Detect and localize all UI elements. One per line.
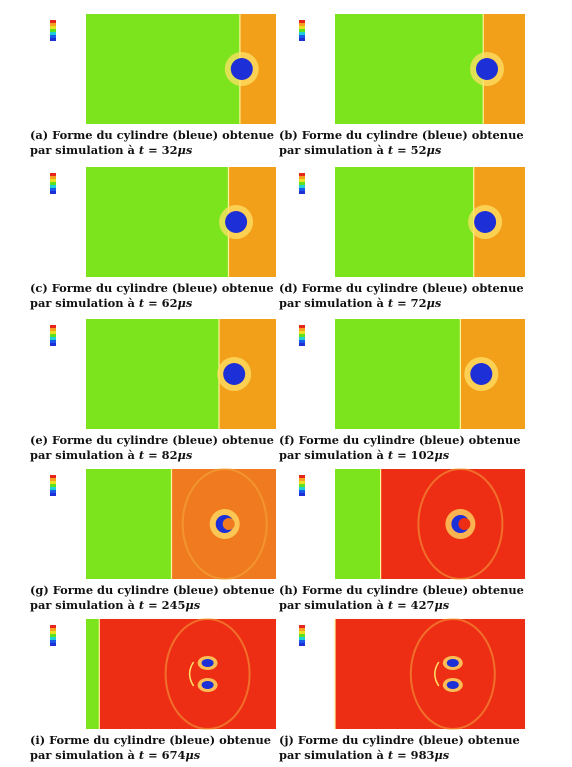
caption-var: t bbox=[138, 143, 145, 157]
caption-label: (a) bbox=[30, 128, 49, 142]
caption-unit: μs bbox=[434, 448, 450, 462]
caption-g: (g) Forme du cylindre (bleue) obtenue pa… bbox=[30, 583, 275, 612]
bubble-cylinder-upper bbox=[201, 659, 214, 667]
caption-label: (i) bbox=[30, 733, 46, 747]
caption-label: (b) bbox=[279, 128, 298, 142]
bubble-cylinder bbox=[476, 58, 498, 80]
caption-unit: μs bbox=[177, 296, 193, 310]
simulation-frame-f bbox=[287, 315, 527, 445]
caption-text: Forme du cylindre (bleue) obtenue par si… bbox=[30, 433, 274, 462]
shocked-region bbox=[99, 619, 276, 729]
bubble-cylinder bbox=[474, 211, 497, 233]
simulation-frame-c bbox=[38, 163, 278, 293]
caption-e: (e) Forme du cylindre (bleue) obtenue pa… bbox=[30, 433, 274, 462]
caption-value: 102 bbox=[410, 448, 435, 462]
caption-unit: μs bbox=[177, 143, 193, 157]
bubble-cylinder bbox=[223, 363, 246, 385]
caption-var: t bbox=[138, 448, 145, 462]
caption-j: (j) Forme du cylindre (bleue) obtenue pa… bbox=[279, 733, 520, 762]
caption-label: (j) bbox=[279, 733, 294, 747]
colorbar-legend bbox=[299, 325, 305, 346]
caption-text: Forme du cylindre (bleue) obtenue par si… bbox=[279, 128, 524, 157]
caption-var: t bbox=[387, 598, 394, 612]
colorbar-legend bbox=[50, 625, 56, 646]
caption-var: t bbox=[387, 448, 394, 462]
caption-unit: μs bbox=[185, 748, 201, 762]
shocked-region bbox=[335, 619, 525, 729]
bubble-cylinder bbox=[470, 363, 493, 385]
caption-label: (e) bbox=[30, 433, 49, 447]
simulation-frame-h bbox=[287, 465, 527, 595]
caption-label: (c) bbox=[30, 281, 48, 295]
caption-var: t bbox=[138, 748, 145, 762]
caption-value: 245 bbox=[161, 598, 186, 612]
caption-value: 32 bbox=[161, 143, 178, 157]
caption-value: 983 bbox=[410, 748, 435, 762]
colorbar-legend bbox=[299, 475, 305, 496]
caption-label: (d) bbox=[279, 281, 298, 295]
caption-text: Forme du cylindre (bleue) obtenue par si… bbox=[30, 128, 275, 157]
caption-label: (f) bbox=[279, 433, 295, 447]
caption-label: (h) bbox=[279, 583, 299, 597]
bubble-cylinder bbox=[225, 211, 248, 233]
caption-unit: μs bbox=[426, 296, 442, 310]
caption-value: 82 bbox=[161, 448, 178, 462]
caption-var: t bbox=[387, 748, 394, 762]
colorbar-legend bbox=[50, 325, 56, 346]
caption-b: (b) Forme du cylindre (bleue) obtenue pa… bbox=[279, 128, 524, 157]
caption-text: Forme du cylindre (bleue) obtenue par si… bbox=[279, 281, 524, 310]
caption-text: Forme du cylindre (bleue) obtenue par si… bbox=[279, 583, 524, 612]
caption-text: Forme du cylindre (bleue) obtenue par si… bbox=[30, 281, 274, 310]
caption-h: (h) Forme du cylindre (bleue) obtenue pa… bbox=[279, 583, 524, 612]
caption-text: Forme du cylindre (bleue) obtenue par si… bbox=[30, 583, 275, 612]
caption-var: t bbox=[138, 296, 145, 310]
caption-var: t bbox=[138, 598, 145, 612]
caption-value: 427 bbox=[410, 598, 435, 612]
caption-var: t bbox=[387, 143, 394, 157]
caption-unit: μs bbox=[434, 598, 450, 612]
colorbar-legend bbox=[299, 20, 305, 41]
caption-var: t bbox=[387, 296, 394, 310]
caption-unit: μs bbox=[434, 748, 450, 762]
caption-text: Forme du cylindre (bleue) obtenue par si… bbox=[30, 733, 271, 762]
colorbar-legend bbox=[299, 625, 305, 646]
caption-value: 62 bbox=[161, 296, 178, 310]
simulation-frame-a bbox=[38, 10, 278, 140]
caption-i: (i) Forme du cylindre (bleue) obtenue pa… bbox=[30, 733, 271, 762]
colorbar-legend bbox=[299, 173, 305, 194]
caption-f: (f) Forme du cylindre (bleue) obtenue pa… bbox=[279, 433, 521, 462]
bubble-cylinder-lower bbox=[201, 681, 214, 689]
caption-unit: μs bbox=[426, 143, 442, 157]
caption-value: 52 bbox=[410, 143, 427, 157]
caption-value: 674 bbox=[161, 748, 186, 762]
bubble-cylinder-lower bbox=[446, 681, 459, 689]
simulation-frame-j bbox=[287, 615, 527, 745]
caption-unit: μs bbox=[177, 448, 193, 462]
colorbar-legend bbox=[50, 475, 56, 496]
colorbar-legend bbox=[50, 173, 56, 194]
caption-text: Forme du cylindre (bleue) obtenue par si… bbox=[279, 733, 520, 762]
caption-d: (d) Forme du cylindre (bleue) obtenue pa… bbox=[279, 281, 524, 310]
caption-c: (c) Forme du cylindre (bleue) obtenue pa… bbox=[30, 281, 274, 310]
caption-unit: μs bbox=[185, 598, 201, 612]
caption-a: (a) Forme du cylindre (bleue) obtenue pa… bbox=[30, 128, 275, 157]
caption-value: 72 bbox=[410, 296, 427, 310]
bubble-cylinder-upper bbox=[446, 659, 459, 667]
simulation-frame-b bbox=[287, 10, 527, 140]
bubble-cylinder bbox=[230, 58, 253, 80]
simulation-frame-g bbox=[38, 465, 278, 595]
colorbar-legend bbox=[50, 20, 56, 41]
caption-text: Forme du cylindre (bleue) obtenue par si… bbox=[279, 433, 521, 462]
caption-label: (g) bbox=[30, 583, 49, 597]
simulation-frame-d bbox=[287, 163, 527, 293]
simulation-frame-i bbox=[38, 615, 278, 745]
simulation-frame-e bbox=[38, 315, 278, 445]
